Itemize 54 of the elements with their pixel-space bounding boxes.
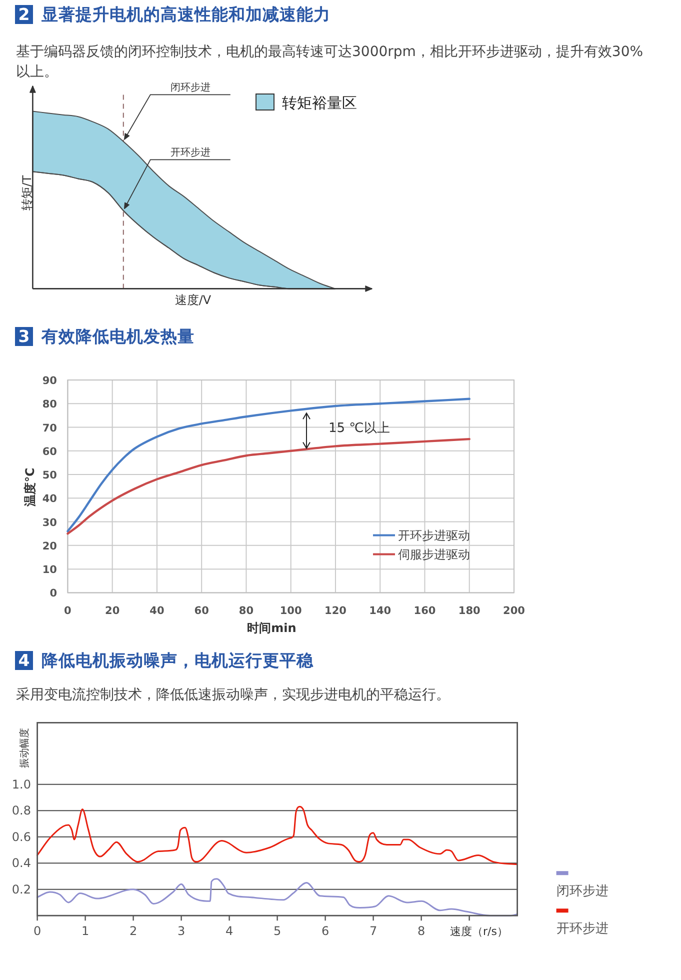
y-tick-label: 0 xyxy=(50,588,57,600)
legend-label: 转矩裕量区 xyxy=(282,94,357,112)
legend-label: 伺服步进驱动 xyxy=(398,548,470,562)
x-tick-label: 100 xyxy=(280,605,302,617)
x-tick-label: 40 xyxy=(150,605,164,617)
x-tick-label: 0 xyxy=(33,924,42,938)
x-tick-label: 160 xyxy=(414,605,436,617)
y-tick-label: 0.4 xyxy=(12,856,31,870)
y-tick-label: 0.6 xyxy=(12,830,31,844)
y-tick-label: 1.0 xyxy=(12,777,31,792)
x-tick-label: 20 xyxy=(105,605,120,617)
x-tick-label: 1 xyxy=(81,924,90,938)
x-tick-label: 140 xyxy=(369,605,392,617)
legend-label: 开环步进 xyxy=(556,922,608,937)
y-tick-label: 60 xyxy=(42,446,57,458)
x-axis-title: 时间min xyxy=(247,621,296,635)
x-tick-label: 120 xyxy=(324,605,346,617)
x-tick-label: 8 xyxy=(417,924,426,938)
title: 3 有效降低电机发热量 xyxy=(15,327,195,347)
y-axis-title: 温度℃ xyxy=(23,468,37,506)
x-axis-title: 速度（r/s） xyxy=(450,925,508,938)
y-tick-label: 80 xyxy=(42,398,57,411)
y-tick-label: 90 xyxy=(42,375,57,387)
y-tick-label: 70 xyxy=(42,422,57,434)
subtitle: 采用变电流控制技术，降低低速振动噪声，实现步进电机的平稳运行。 xyxy=(16,686,451,705)
x-axis-title: 速度/V xyxy=(174,293,212,307)
x-tick-label: 80 xyxy=(238,605,254,617)
y-axis-title: 振动幅度 xyxy=(20,728,30,768)
legend-label: 开环步进驱动 xyxy=(398,528,470,543)
x-tick-label: 4 xyxy=(225,924,234,938)
y-tick-label: 10 xyxy=(42,564,57,576)
subtitle: 基于编码器反馈的闭环控制技术，电机的最高转速可达3000rpm，相比开环步进驱动，提升有效30%以上。 xyxy=(16,43,644,82)
series-label: 开环步进 xyxy=(170,148,210,159)
x-tick-label: 200 xyxy=(503,605,525,617)
legend-label: 闭环步进 xyxy=(556,884,608,900)
x-tick-label: 180 xyxy=(458,605,480,617)
annotation: 15 ℃以上 xyxy=(328,421,390,436)
x-tick-label: 60 xyxy=(194,605,209,617)
x-tick-label: 5 xyxy=(273,924,282,938)
y-tick-label: 20 xyxy=(42,540,57,552)
title: 4 降低电机振动噪声，电机运行更平稳 xyxy=(15,651,314,671)
title: 2 显著提升电机的高速性能和加减速能力 xyxy=(15,5,331,25)
y-axis-title: 转矩/T xyxy=(20,175,34,211)
y-tick-label: 0.8 xyxy=(12,804,31,818)
y-tick-label: 30 xyxy=(42,516,57,529)
y-tick-label: 50 xyxy=(42,470,57,482)
x-tick-label: 3 xyxy=(177,924,186,938)
annotation: 闭环步进 xyxy=(170,82,210,94)
x-tick-label: 7 xyxy=(369,924,378,938)
x-tick-label: 2 xyxy=(129,924,138,938)
x-tick-label: 0 xyxy=(64,605,72,617)
y-tick-label: 0.2 xyxy=(12,882,31,896)
y-tick-label: 40 xyxy=(42,493,57,506)
x-tick-label: 6 xyxy=(321,924,330,938)
